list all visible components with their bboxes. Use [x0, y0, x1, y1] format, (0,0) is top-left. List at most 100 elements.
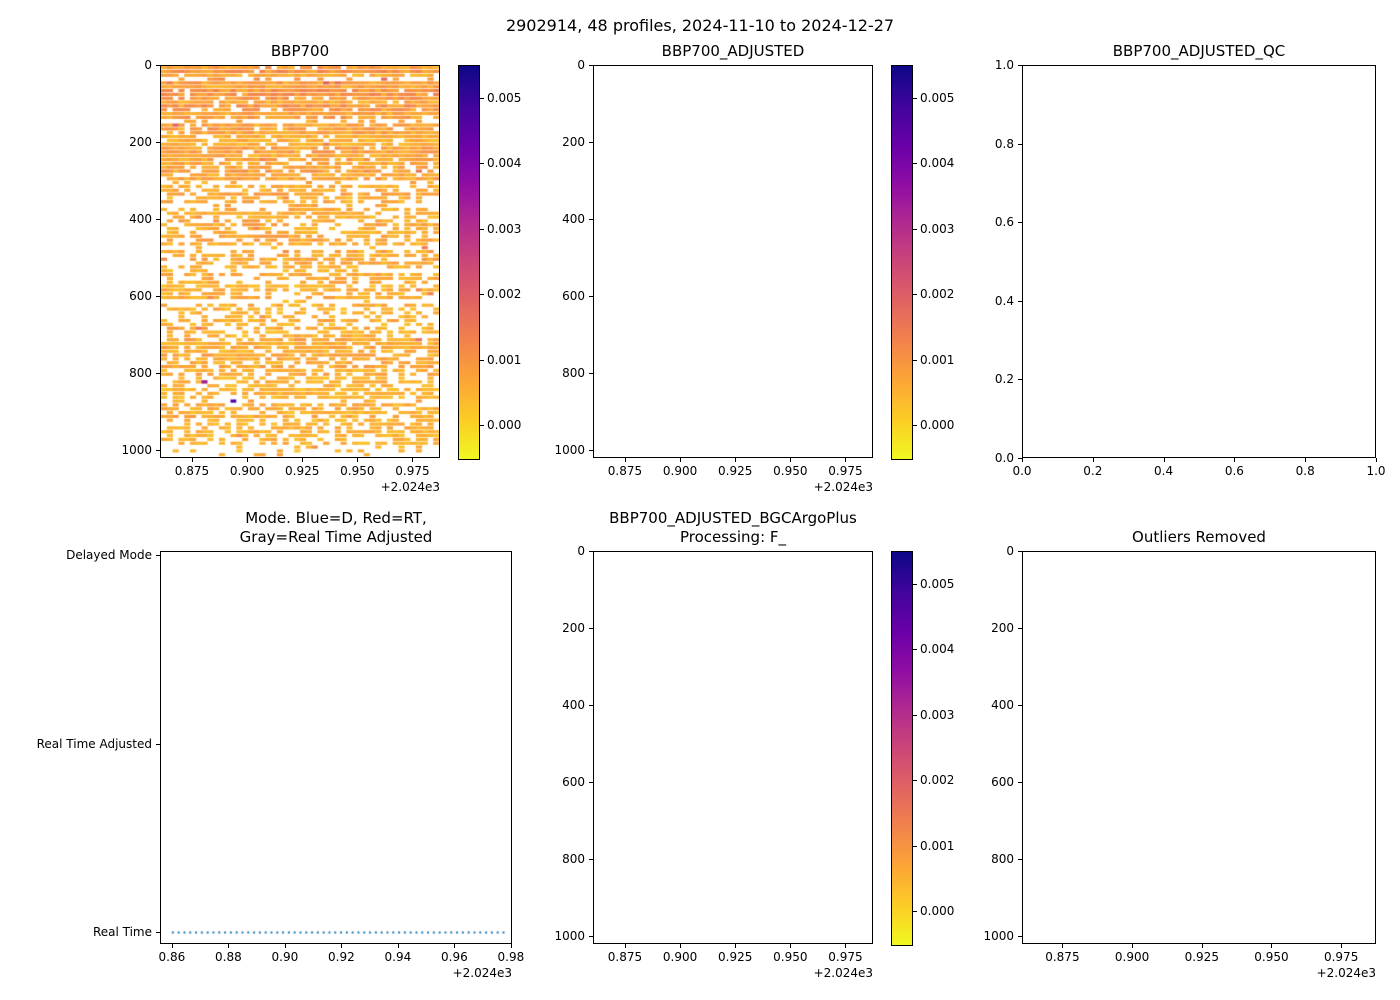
x-tick-label: 0.2 [1083, 464, 1103, 478]
x-tick-mark [341, 944, 343, 948]
plot-title: Mode. Blue=D, Red=RT, [245, 509, 427, 527]
colorbar-tick-label: 0.000 [487, 418, 522, 433]
y-tick-mark [589, 219, 593, 221]
x-tick-mark [1271, 944, 1273, 948]
axes-box [1022, 551, 1376, 944]
category-tick-mark [156, 555, 160, 556]
y-tick-label: 0 [144, 58, 152, 72]
x-tick-label: 1.0 [1366, 464, 1386, 478]
x-tick-label: 0.94 [384, 950, 412, 964]
y-tick-label: 800 [562, 852, 585, 867]
y-tick-mark [589, 450, 593, 452]
colorbar-tick-label: 0.003 [487, 221, 522, 236]
x-tick-label: 0.98 [497, 950, 525, 964]
colorbar [891, 65, 913, 460]
colorbar-tick-mark [480, 359, 484, 361]
axes-box [1022, 65, 1376, 458]
figure-title: 2902914, 48 profiles, 2024-11-10 to 2024… [505, 16, 895, 35]
x-tick-label: 0.6 [1224, 464, 1244, 478]
y-tick-mark [589, 705, 593, 707]
plot-title: BBP700 [270, 42, 330, 60]
x-tick-label: 0.975 [828, 464, 863, 478]
y-tick-label: 400 [562, 212, 585, 227]
y-tick-label: 800 [991, 852, 1014, 867]
y-tick-mark [1018, 551, 1022, 552]
x-tick-mark [1163, 458, 1165, 462]
colorbar-tick-mark [913, 780, 917, 782]
x-tick-label: 0.975 [828, 950, 863, 964]
colorbar-tick-label: 0.000 [920, 904, 955, 919]
x-tick-label: 0.86 [158, 950, 186, 964]
colorbar-tick-mark [913, 583, 917, 585]
x-tick-mark [1376, 458, 1377, 462]
y-tick-label: 200 [562, 135, 585, 150]
x-tick-mark [397, 944, 399, 948]
y-tick-label: 0.4 [994, 293, 1014, 308]
x-tick-mark [680, 944, 682, 948]
x-axis-offset-text: +2.024e3 [813, 480, 873, 494]
x-tick-mark [1201, 944, 1203, 948]
x-tick-mark [1092, 458, 1094, 462]
x-tick-label: 0.975 [1323, 950, 1359, 964]
x-tick-label: 0.900 [662, 950, 698, 964]
x-tick-label: 0.975 [395, 464, 430, 478]
y-tick-label: 200 [991, 621, 1014, 636]
x-tick-label: 0.900 [1114, 950, 1150, 964]
category-tick-label: Real Time Adjusted [36, 736, 152, 751]
colorbar-tick-mark [913, 714, 917, 716]
colorbar-tick-label: 0.005 [920, 90, 955, 105]
y-tick-label: 400 [129, 212, 152, 227]
colorbar [891, 551, 913, 946]
x-tick-mark [228, 944, 230, 948]
x-tick-label: 0.88 [215, 950, 242, 964]
mode-line-canvas [161, 552, 511, 943]
colorbar-tick-label: 0.001 [920, 352, 955, 367]
colorbar-tick-label: 0.002 [487, 287, 522, 302]
x-tick-label: 0.8 [1295, 464, 1315, 478]
category-tick-label: Real Time [92, 925, 152, 939]
y-tick-label: 1000 [983, 929, 1014, 944]
colorbar-tick-mark [913, 911, 917, 913]
x-tick-label: 0.925 [718, 464, 753, 478]
colorbar-tick-label: 0.001 [487, 352, 522, 367]
colorbar-tick-mark [913, 97, 917, 99]
colorbar-tick-label: 0.005 [487, 90, 522, 105]
x-tick-mark [680, 458, 682, 462]
x-tick-label: 0.950 [340, 464, 375, 478]
y-tick-label: 400 [562, 698, 585, 713]
x-tick-mark [412, 458, 414, 462]
colorbar-tick-label: 0.005 [920, 576, 955, 591]
x-tick-label: 0.4 [1154, 464, 1174, 478]
y-tick-mark [589, 936, 593, 938]
y-tick-mark [589, 142, 593, 144]
x-axis-offset-text: +2.024e3 [452, 966, 512, 980]
plot-title: BBP700_ADJUSTED_QC [1112, 42, 1286, 60]
y-tick-mark [589, 296, 593, 298]
y-tick-mark [1018, 936, 1022, 938]
x-tick-label: 0.925 [718, 950, 753, 964]
colorbar-tick-label: 0.003 [920, 707, 955, 722]
y-tick-mark [156, 450, 160, 452]
x-tick-label: 0.950 [773, 950, 808, 964]
x-tick-mark [735, 944, 737, 948]
colorbar-tick-mark [913, 649, 917, 651]
y-tick-label: 200 [129, 135, 152, 150]
colorbar-tick-label: 0.001 [920, 838, 955, 853]
x-tick-label: 0.950 [1254, 950, 1289, 964]
x-tick-label: 0.950 [773, 464, 808, 478]
colorbar-tick-mark [913, 845, 917, 847]
y-tick-mark [156, 296, 160, 298]
x-tick-mark [1341, 944, 1343, 948]
x-axis-offset-text: +2.024e3 [1316, 966, 1376, 980]
x-tick-mark [1132, 944, 1134, 948]
x-tick-mark [1234, 458, 1236, 462]
x-tick-label: 0.925 [285, 464, 320, 478]
y-tick-mark [589, 628, 593, 630]
y-tick-label: 600 [562, 289, 585, 304]
y-tick-label: 0.8 [994, 136, 1014, 151]
colorbar-tick-mark [913, 163, 917, 165]
y-tick-mark [589, 65, 593, 66]
y-tick-label: 0 [1006, 544, 1014, 558]
heatmap-canvas [161, 66, 439, 457]
colorbar [458, 65, 480, 460]
